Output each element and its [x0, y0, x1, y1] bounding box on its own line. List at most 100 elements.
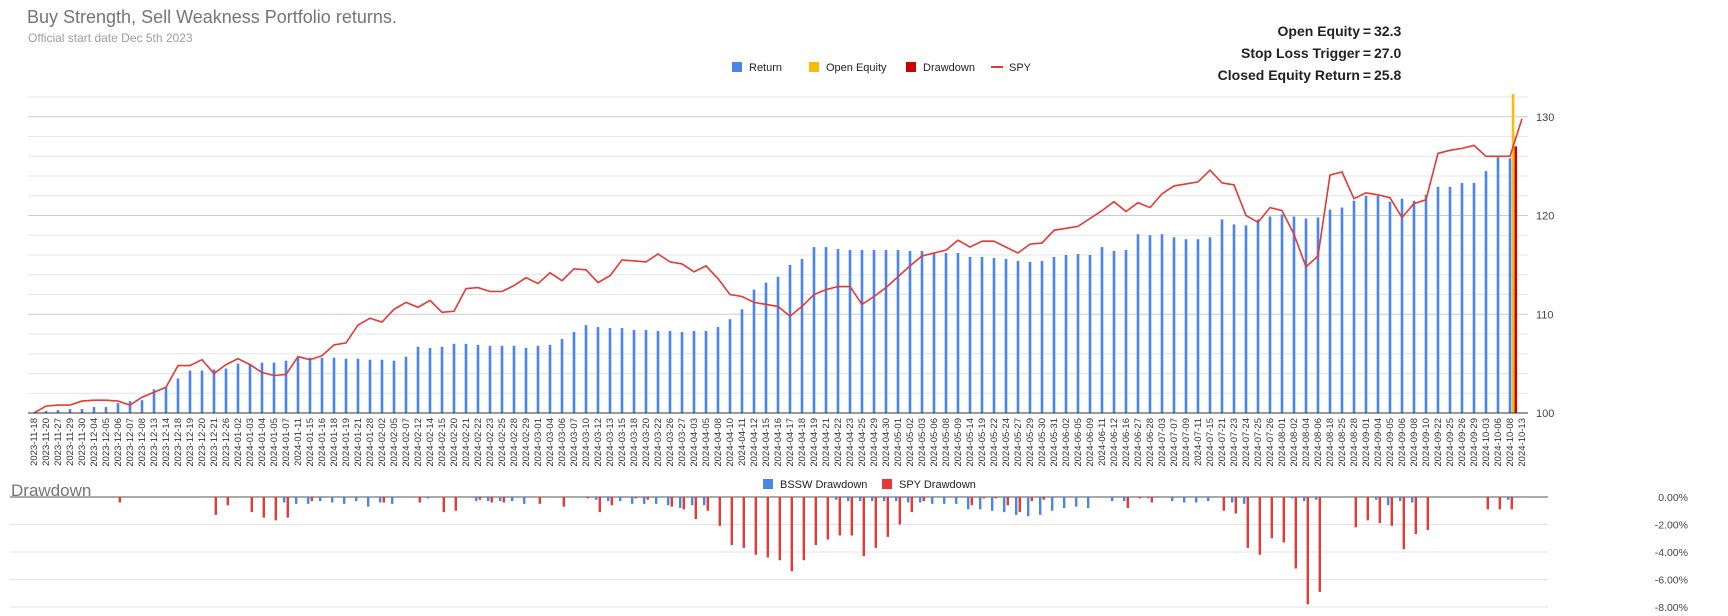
- x-tick-label: 2023-11-29: [65, 418, 76, 466]
- bssw-drawdown-bar: [871, 497, 874, 502]
- bssw-drawdown-bar: [499, 497, 502, 502]
- bssw-drawdown-bar: [979, 497, 982, 510]
- bssw-drawdown-bar: [1015, 497, 1018, 515]
- x-tick-label: 2024-04-21: [821, 418, 832, 467]
- x-tick-label: 2024-04-25: [857, 418, 868, 467]
- x-tick-label: 2024-07-21: [1217, 418, 1228, 467]
- spy-drawdown-bar: [274, 497, 277, 521]
- x-tick-label: 2024-07-26: [1265, 418, 1276, 467]
- x-tick-label: 2024-06-16: [1121, 418, 1132, 467]
- x-tick-label: 2024-01-16: [317, 418, 328, 467]
- return-bar: [1076, 254, 1080, 413]
- x-tick-label: 2023-11-27: [53, 418, 64, 466]
- return-bar: [752, 289, 756, 413]
- bssw-drawdown-bar: [883, 497, 886, 502]
- return-bar: [1112, 251, 1116, 413]
- x-tick-label: 2024-03-12: [593, 418, 604, 467]
- spy-drawdown-bar: [586, 497, 589, 499]
- return-bar: [1436, 186, 1440, 413]
- return-bar: [500, 345, 504, 413]
- x-tick-label: 2024-09-26: [1457, 418, 1468, 467]
- x-tick-label: 2024-09-10: [1421, 418, 1432, 467]
- x-tick-label: 2024-01-15: [305, 418, 316, 467]
- return-bar: [548, 344, 552, 413]
- return-bar: [560, 338, 564, 413]
- bssw-drawdown-bar: [1171, 497, 1174, 502]
- x-tick-label: 2024-04-29: [869, 418, 880, 467]
- x-tick-label: 2024-07-15: [1205, 418, 1216, 467]
- x-tick-label: 2023-12-13: [149, 418, 160, 467]
- return-bar: [332, 357, 336, 413]
- return-bar: [812, 247, 816, 413]
- spy-drawdown-bar: [1354, 497, 1357, 528]
- x-tick-label: 2024-07-09: [1181, 418, 1192, 467]
- x-tick-label: 2024-02-07: [401, 418, 412, 467]
- bssw-drawdown-bar: [1207, 497, 1210, 502]
- stat-value: 25.8: [1374, 67, 1402, 83]
- return-bar: [1448, 186, 1452, 413]
- spy-drawdown-bar: [502, 497, 505, 503]
- bssw-drawdown-bar: [1315, 497, 1318, 500]
- bssw-drawdown-bar: [355, 497, 358, 502]
- return-bar: [248, 363, 252, 413]
- spy-drawdown-bar: [262, 497, 265, 518]
- bssw-drawdown-bar: [835, 497, 838, 500]
- return-bar: [404, 356, 408, 413]
- x-tick-label: 2024-03-04: [545, 418, 556, 467]
- spy-drawdown-bar: [1258, 497, 1261, 555]
- bssw-drawdown-bar: [1027, 497, 1030, 517]
- legend-swatch: [763, 479, 773, 489]
- return-bar: [1268, 216, 1272, 413]
- x-tick-label: 2024-05-09: [953, 418, 964, 467]
- x-tick-label: 2024-02-22: [473, 418, 484, 467]
- x-tick-label: 2024-01-02: [233, 418, 244, 467]
- return-bar: [140, 400, 144, 413]
- x-tick-label: 2024-05-01: [893, 418, 904, 467]
- legend-swatch: [809, 62, 819, 72]
- bssw-drawdown-bar: [1111, 497, 1114, 502]
- return-bar: [1316, 217, 1320, 413]
- x-tick-label: 2024-03-26: [665, 418, 676, 467]
- bssw-drawdown-bar: [283, 497, 286, 503]
- return-bar: [836, 249, 840, 413]
- x-tick-label: 2024-08-18: [1325, 418, 1336, 467]
- bssw-drawdown-bar: [1147, 497, 1150, 499]
- x-tick-label: 2023-12-14: [161, 418, 172, 467]
- spy-drawdown-bar: [1006, 497, 1009, 506]
- x-tick-label: 2024-04-23: [845, 418, 856, 467]
- y-tick-label: 120: [1536, 211, 1554, 223]
- x-tick-label: 2024-03-22: [653, 418, 664, 467]
- bssw-drawdown-bar: [343, 497, 346, 504]
- bssw-drawdown-bar: [487, 497, 490, 502]
- return-bar: [716, 327, 720, 413]
- return-bar: [1148, 235, 1152, 413]
- legend-label: BSSW Drawdown: [780, 479, 867, 491]
- return-bar: [1292, 216, 1296, 413]
- x-tick-label: 2024-04-19: [809, 418, 820, 467]
- bssw-drawdown-bar: [1387, 497, 1390, 506]
- spy-drawdown-bar: [994, 497, 997, 499]
- y-tick-label: -6.00%: [1655, 575, 1688, 587]
- bssw-drawdown-bar: [427, 497, 430, 499]
- x-tick-label: 2024-04-18: [797, 418, 808, 467]
- x-tick-label: 2024-04-30: [881, 418, 892, 467]
- return-bar: [1280, 214, 1284, 413]
- bssw-drawdown-bar: [679, 497, 682, 508]
- return-bar: [1052, 256, 1056, 413]
- x-tick-label: 2024-08-01: [1277, 418, 1288, 467]
- x-tick-label: 2024-02-14: [425, 418, 436, 467]
- x-tick-label: 2024-05-19: [977, 418, 988, 467]
- bssw-drawdown-bar: [511, 497, 514, 502]
- bssw-drawdown-bar: [331, 497, 334, 503]
- return-bar: [1256, 219, 1260, 413]
- return-bar: [1136, 234, 1140, 413]
- spy-drawdown-bar: [778, 497, 781, 561]
- spy-drawdown-bar: [1042, 497, 1045, 500]
- stat-stop-loss-trigger: Stop Loss Trigger = 27.0: [1150, 42, 1410, 64]
- spy-drawdown-bar: [1378, 497, 1381, 524]
- bssw-drawdown-bar: [295, 497, 298, 504]
- y-tick-label: -4.00%: [1655, 547, 1688, 559]
- x-tick-label: 2024-08-06: [1313, 418, 1324, 467]
- bssw-drawdown-bar: [907, 497, 910, 503]
- return-bar: [584, 325, 588, 413]
